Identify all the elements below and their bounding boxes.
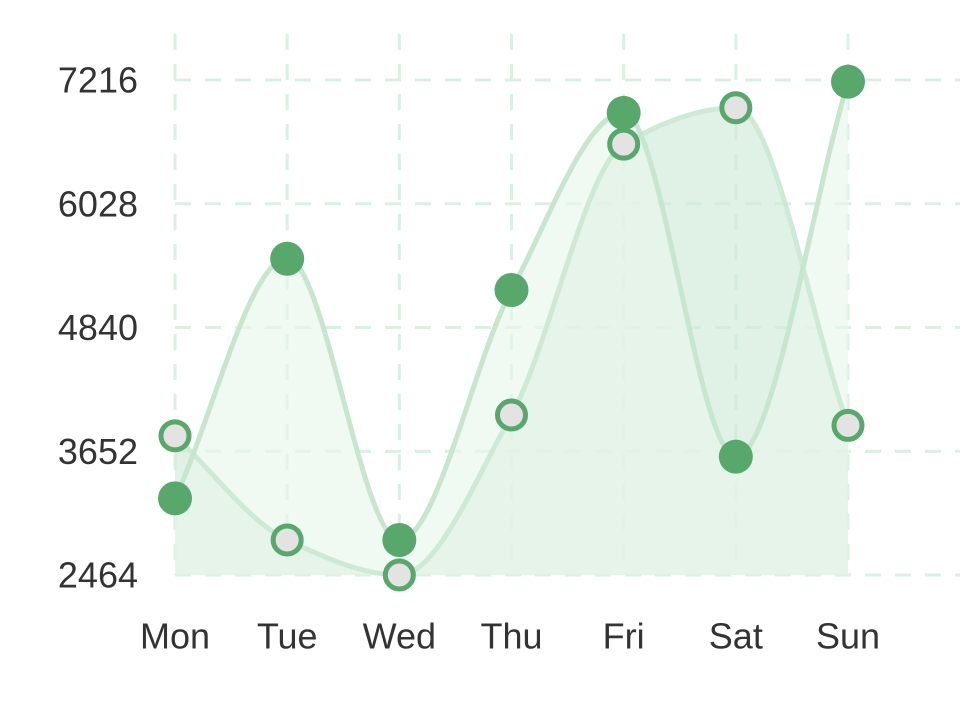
y-tick-label: 6028	[58, 183, 138, 224]
series-2-point	[606, 95, 641, 130]
x-tick-label: Sun	[816, 616, 880, 657]
x-tick-label: Sat	[709, 616, 763, 657]
series-1-point	[270, 523, 304, 557]
series-1-point	[495, 398, 528, 432]
series-2-point	[718, 439, 753, 474]
series-1-point	[831, 408, 865, 442]
x-tick-label: Thu	[480, 616, 542, 657]
x-tick-label: Wed	[363, 616, 436, 657]
series-2-area	[175, 81, 848, 576]
x-tick-label: Mon	[140, 616, 210, 657]
y-tick-label: 3652	[58, 431, 138, 472]
x-axis-ticks: Mon Tue Wed Thu Fri Sat Sun	[140, 616, 880, 657]
series-1-point	[719, 91, 753, 125]
x-tick-label: Tue	[257, 616, 318, 657]
series-1-point	[382, 558, 416, 592]
series-1-point	[158, 419, 192, 453]
y-tick-label: 2464	[58, 555, 138, 596]
series-1-point	[607, 127, 641, 161]
y-tick-label: 7216	[58, 60, 138, 101]
series-2-point	[158, 481, 192, 516]
data-points	[158, 64, 865, 592]
series-2-point	[270, 241, 305, 276]
x-tick-label: Fri	[603, 616, 645, 657]
series-areas	[175, 81, 848, 576]
series-2-point	[382, 523, 417, 557]
y-axis-ticks: 2464 3652 4840 6028 7216	[58, 60, 138, 596]
series-2-point	[494, 273, 529, 307]
series-2-point	[831, 64, 865, 99]
y-tick-label: 4840	[58, 307, 138, 348]
